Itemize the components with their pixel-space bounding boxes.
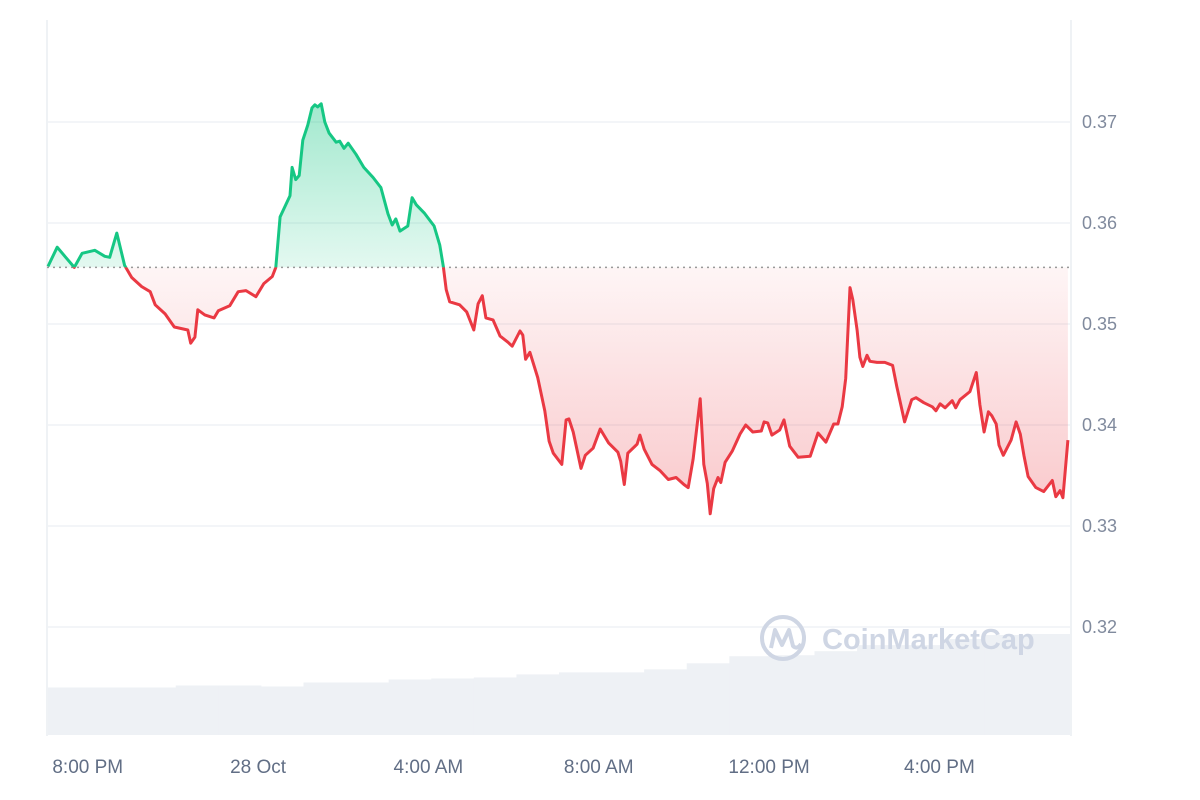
volume-bar: [601, 672, 645, 735]
volume-bar: [90, 687, 134, 735]
watermark-text: CoinMarketCap: [822, 624, 1035, 656]
y-tick-label: 0.34: [1082, 415, 1117, 435]
volume-bar: [473, 677, 517, 735]
price-line-up: [46, 102, 445, 268]
area-below-baseline: [125, 267, 1068, 514]
watermark: CoinMarketCap: [760, 615, 1035, 661]
volume-bar: [644, 669, 688, 735]
y-tick-label: 0.32: [1082, 617, 1117, 637]
volume-bar: [1027, 634, 1071, 735]
volume-bar: [771, 655, 815, 735]
y-tick-label: 0.35: [1082, 314, 1117, 334]
y-tick-label: 0.36: [1082, 213, 1117, 233]
volume-bar: [729, 656, 773, 735]
volume-bar: [303, 682, 347, 735]
y-tick-label: 0.37: [1082, 112, 1117, 132]
x-tick-label: 4:00 AM: [394, 757, 464, 778]
y-tick-label: 0.33: [1082, 516, 1117, 536]
volume-bar: [559, 672, 603, 735]
volume-bar: [260, 686, 304, 735]
volume-bar: [899, 645, 943, 735]
x-tick-label: 8:00 PM: [52, 757, 123, 778]
x-tick-label: 28 Oct: [230, 757, 287, 778]
volume-bar: [942, 639, 986, 735]
volume-bar: [814, 651, 858, 735]
volume-bar: [346, 682, 390, 735]
y-axis-ticks: 0.32 0.33 0.34 0.35 0.36 0.37: [1082, 112, 1117, 637]
coinmarketcap-logo-icon: [760, 615, 806, 661]
x-axis-ticks: 8:00 PM 28 Oct 4:00 AM 8:00 AM 12:00 PM 4:00 …: [52, 757, 974, 778]
x-tick-label: 12:00 PM: [728, 757, 809, 778]
x-tick-label: 8:00 AM: [564, 757, 634, 778]
price-line-down: [72, 267, 1070, 516]
volume-bar: [516, 674, 560, 735]
volume-bar: [388, 679, 432, 735]
volume-bar: [857, 645, 901, 735]
volume-bar: [431, 678, 475, 735]
volume-bar: [48, 687, 92, 735]
volume-bar: [218, 685, 262, 735]
coinmarketcap-logo-mark: [769, 628, 803, 650]
volume-bars: [48, 634, 1071, 735]
x-tick-label: 4:00 PM: [904, 757, 975, 778]
volume-bar: [984, 635, 1028, 735]
volume-bar: [686, 663, 730, 735]
volume-bar: [133, 687, 177, 735]
volume-bar: [175, 685, 219, 735]
